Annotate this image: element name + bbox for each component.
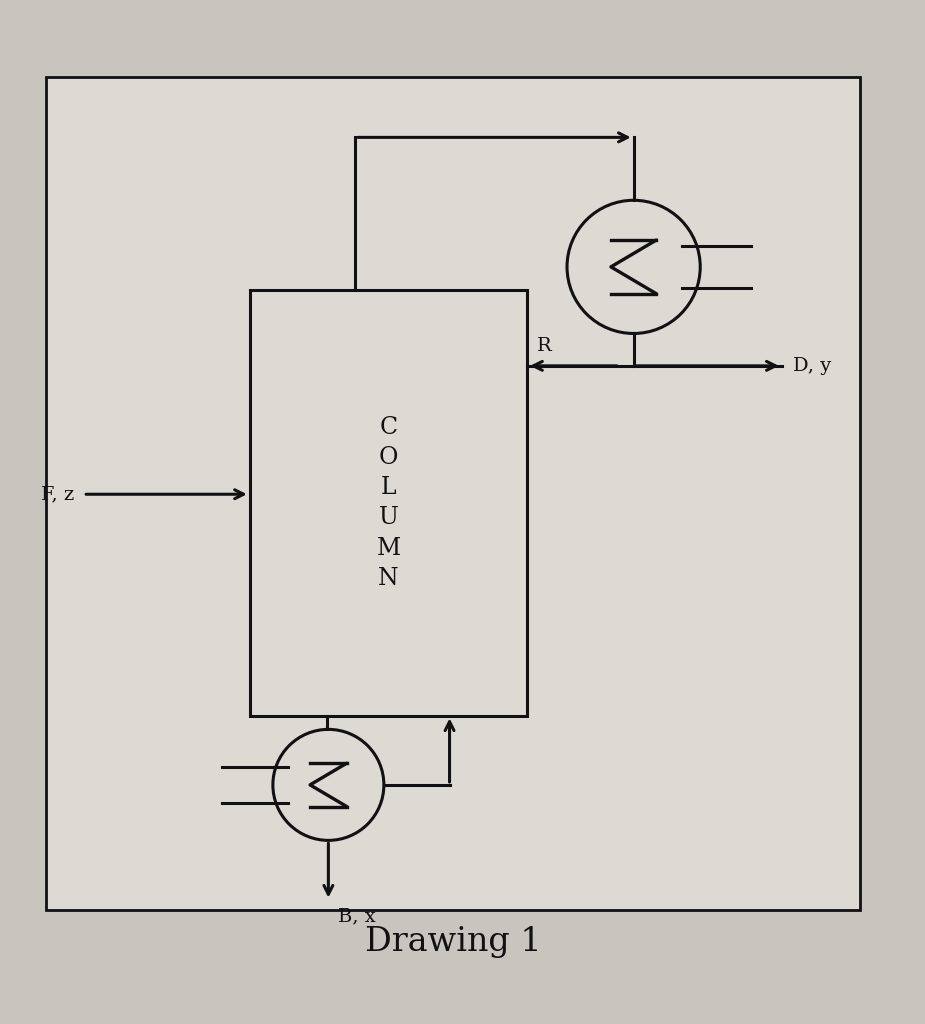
Text: Drawing 1: Drawing 1 [365, 926, 541, 958]
Text: R: R [536, 337, 551, 354]
Text: C
O
L
U
M
N: C O L U M N [376, 416, 401, 590]
Text: B, x: B, x [338, 907, 376, 925]
Text: D, y: D, y [793, 356, 831, 375]
Bar [46, 77, 860, 909]
Text: F, z: F, z [41, 485, 74, 503]
Circle shape [567, 201, 700, 334]
Circle shape [273, 729, 384, 841]
Bar [250, 290, 527, 716]
